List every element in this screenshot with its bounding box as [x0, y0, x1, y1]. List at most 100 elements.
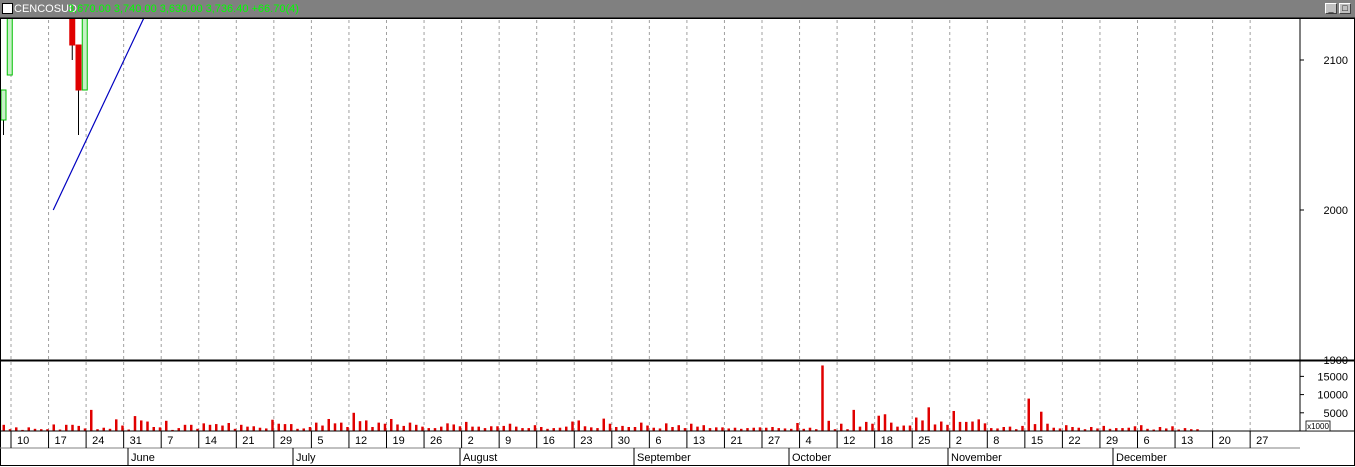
volume-bar-21 [133, 416, 137, 431]
candle-1 [6, 18, 13, 76]
volume-bar-14 [90, 409, 93, 431]
volume-bar-71 [446, 423, 449, 431]
volume-bar-170 [1065, 425, 1068, 431]
volume-bar-122 [765, 427, 768, 431]
volume-bar-18 [115, 419, 118, 431]
volume-bar-143 [896, 426, 899, 431]
volume-bar-69 [433, 428, 437, 431]
day-tick-label-1: 17 [55, 435, 67, 447]
volume-bar-125 [783, 428, 787, 431]
volume-bar-76 [477, 426, 480, 431]
volume-bar-7 [46, 429, 49, 431]
volume-bar-37 [233, 428, 237, 431]
volume-bar-27 [171, 429, 174, 431]
volume-bar-5 [33, 428, 37, 431]
volume-bar-85 [533, 425, 537, 431]
volume-bar-58 [365, 420, 368, 431]
day-tick-label-19: 21 [730, 435, 742, 447]
day-tick-label-6: 21 [242, 435, 254, 447]
volume-bar-24 [152, 426, 155, 431]
volume-bar-152 [952, 410, 955, 431]
volume-bar-130 [815, 429, 818, 431]
volume-bar-23 [146, 421, 149, 431]
volume-bar-15 [96, 429, 99, 431]
day-tick-label-13: 9 [505, 435, 511, 447]
volume-bar-123 [771, 426, 774, 431]
volume-bar-124 [777, 428, 780, 431]
volume-bar-116 [727, 428, 730, 431]
volume-bar-52 [327, 418, 330, 431]
day-tick-label-7: 29 [280, 435, 292, 447]
volume-bar-159 [996, 428, 999, 431]
volume-bar-176 [1102, 425, 1105, 431]
volume-unit-label: x1000 [1307, 422, 1329, 431]
volume-bar-105 [658, 428, 662, 431]
day-tick-label-12: 2 [468, 435, 474, 447]
volume-bar-191 [1196, 429, 1199, 431]
volume-bar-108 [677, 425, 680, 431]
system-menu-icon[interactable] [2, 3, 13, 14]
volume-bar-40 [252, 426, 255, 431]
volume-bar-22 [140, 420, 143, 431]
minimize-button[interactable]: _ [1325, 3, 1337, 14]
volume-bar-98 [615, 426, 618, 431]
volume-bar-150 [940, 421, 943, 431]
volume-bar-172 [1077, 427, 1080, 431]
volume-bar-97 [608, 423, 612, 431]
day-tick-label-4: 7 [167, 435, 173, 447]
volume-bar-29 [183, 424, 187, 431]
volume-bar-45 [283, 424, 287, 431]
day-tick-label-21: 4 [806, 435, 812, 447]
volume-bar-132 [827, 420, 830, 431]
volume-bar-11 [71, 424, 74, 431]
volume-bar-13 [83, 428, 87, 431]
volume-bar-50 [315, 422, 318, 431]
volume-bar-75 [471, 426, 474, 431]
volume-bar-147 [921, 420, 924, 431]
day-tick-label-18: 13 [693, 435, 705, 447]
day-tick-label-8: 5 [317, 435, 323, 447]
volume-bar-128 [802, 428, 805, 431]
volume-bar-54 [340, 422, 343, 431]
volume-bar-146 [915, 417, 918, 431]
maximize-button[interactable]: □ [1339, 3, 1351, 14]
volume-bar-157 [983, 423, 987, 431]
volume-bar-65 [408, 422, 412, 431]
volume-bar-154 [965, 421, 968, 431]
day-tick-label-23: 18 [881, 435, 893, 447]
candle-body-12 [75, 44, 82, 91]
volume-bar-53 [333, 423, 337, 431]
volume-bar-44 [277, 423, 280, 431]
day-tick-label-10: 19 [393, 435, 405, 447]
window-title-bar[interactable]: CENCOSUD 3,670.00 3,740.00 3,630.00 3,73… [0, 0, 1355, 18]
volume-bar-110 [690, 423, 693, 431]
candle-body-0 [0, 89, 7, 121]
day-tick-label-3: 31 [130, 435, 142, 447]
volume-bar-66 [415, 424, 418, 431]
volume-bar-61 [383, 423, 387, 431]
candles-layer [0, 18, 88, 135]
volume-bar-94 [590, 427, 593, 431]
volume-bar-39 [246, 426, 249, 431]
volume-bar-189 [1183, 428, 1187, 431]
volume-bar-118 [740, 428, 743, 431]
month-tick-label-4: October [792, 452, 831, 464]
day-tick-label-16: 30 [618, 435, 630, 447]
volume-bar-51 [321, 425, 324, 431]
volume-bar-177 [1108, 428, 1112, 431]
volume-bar-38 [240, 424, 243, 431]
volume-bar-26 [165, 420, 168, 431]
volume-bar-133 [833, 429, 837, 431]
volume-bar-25 [158, 427, 162, 431]
volume-bar-60 [377, 422, 380, 431]
volume-bar-115 [721, 427, 724, 431]
day-tick-label-5: 14 [205, 435, 217, 447]
day-tick-label-15: 23 [580, 435, 592, 447]
volume-bar-93 [583, 426, 587, 431]
volume-bar-68 [427, 428, 430, 431]
volume-tick-label-15000: 15000 [1317, 371, 1348, 383]
volume-bar-100 [627, 426, 630, 431]
volume-bar-140 [877, 415, 880, 431]
day-tick-label-17: 6 [655, 435, 661, 447]
volume-bar-73 [458, 426, 462, 431]
